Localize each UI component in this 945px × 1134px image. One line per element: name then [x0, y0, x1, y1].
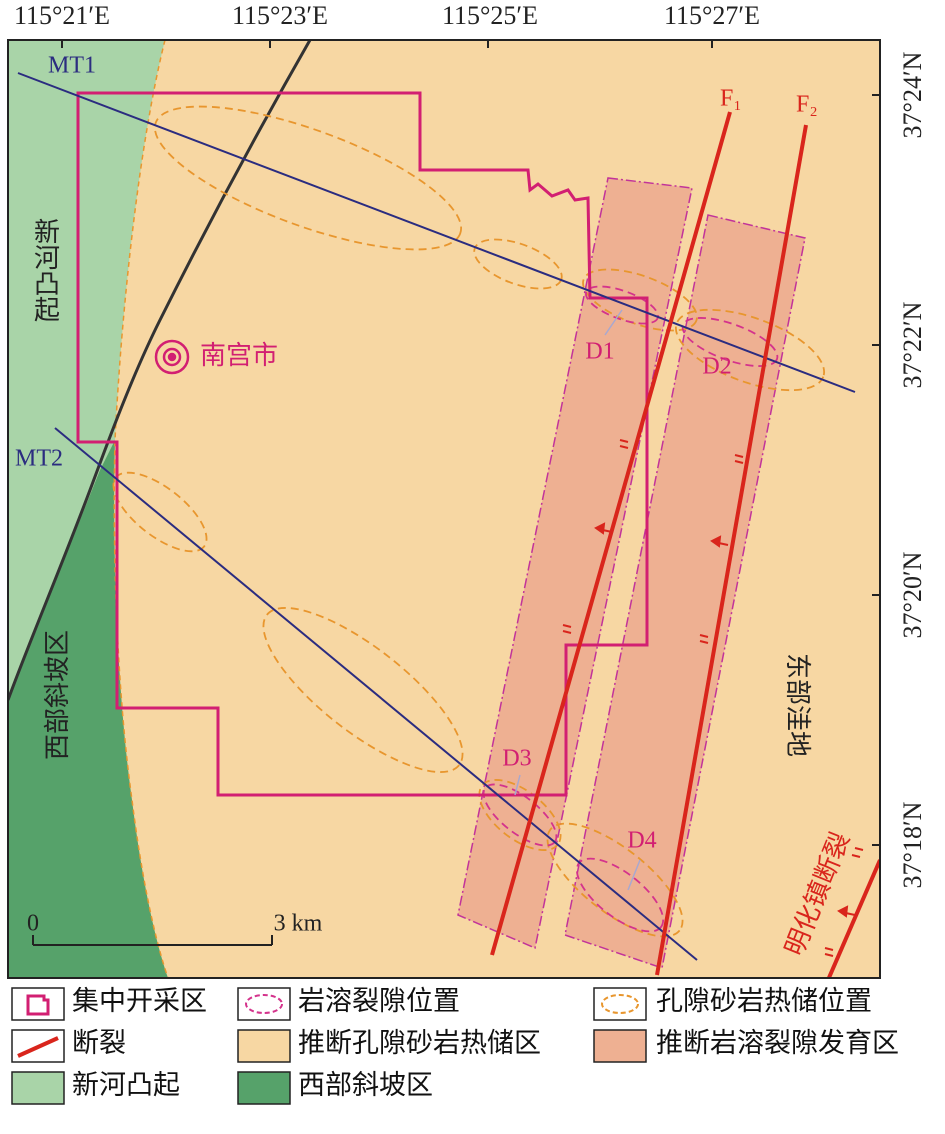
karst-label: D4: [627, 828, 656, 854]
xinhe-uplift: [8, 40, 165, 700]
region-boundary: [113, 40, 169, 978]
karst-label: D1: [585, 339, 614, 365]
legend-label: 新河凸起: [72, 1070, 180, 1100]
lat-label: 37°22′N: [898, 301, 927, 388]
legend-label: 孔隙砂岩热储位置: [656, 986, 872, 1016]
legend-label: 岩溶裂隙位置: [298, 986, 460, 1016]
faults: [490, 111, 880, 978]
xinhe-label: 新河凸起: [31, 218, 60, 322]
lon-label: 115°25′E: [442, 1, 538, 30]
legend-label: 推断岩溶裂隙发育区: [656, 1028, 899, 1058]
legend-label: 推断孔隙砂岩热储区: [298, 1028, 541, 1058]
city-symbol: [154, 339, 190, 375]
lon-label: 115°21′E: [14, 1, 110, 30]
legend: 集中开采区 岩溶裂隙位置 孔隙砂岩热储位置 断裂 推断孔隙砂岩热储区 推断岩溶裂…: [11, 986, 899, 1105]
lon-label: 115°23′E: [232, 1, 328, 30]
city-label: 南宫市: [200, 341, 278, 370]
graticule-ticks: [61, 40, 880, 846]
legend-label: 西部斜坡区: [298, 1070, 433, 1100]
lat-label: 37°20′N: [898, 551, 927, 638]
latitude-labels: 37°24′N 37°22′N 37°20′N 37°18′N: [898, 51, 927, 888]
karst-label: D3: [502, 746, 531, 772]
legend-label: 集中开采区: [72, 986, 207, 1016]
mt1-profile: [17, 72, 856, 393]
lon-label: 115°27′E: [664, 1, 760, 30]
mining-area: [76, 91, 649, 797]
boundary-fault: [8, 40, 312, 701]
f2-label: F₂: [796, 92, 818, 118]
karst-zone: [564, 214, 806, 969]
mt1-label: MT1: [48, 53, 96, 79]
map-body: [8, 40, 880, 978]
fault-symbols: [562, 439, 864, 957]
lat-label: 37°24′N: [898, 51, 927, 138]
leader-lines: [514, 309, 641, 891]
scale-end: 3 km: [274, 911, 323, 937]
scale-start: 0: [27, 911, 39, 937]
longitude-labels: 115°21′E 115°23′E 115°25′E 115°27′E: [14, 1, 760, 30]
west-slope: [8, 440, 168, 978]
scale-bar: [32, 935, 273, 946]
west-slope-label: 西部斜坡区: [43, 630, 72, 760]
f1-label: F₁: [720, 86, 742, 112]
lat-label: 37°18′N: [898, 801, 927, 888]
map-frame: [7, 39, 881, 979]
legend-label: 断裂: [72, 1028, 126, 1058]
mt2-label: MT2: [15, 446, 63, 472]
karst-zone: [457, 177, 693, 950]
karst-label: D2: [702, 354, 731, 380]
east-depression-label: 东部洼地: [783, 653, 812, 757]
mt2-profile: [54, 427, 698, 961]
